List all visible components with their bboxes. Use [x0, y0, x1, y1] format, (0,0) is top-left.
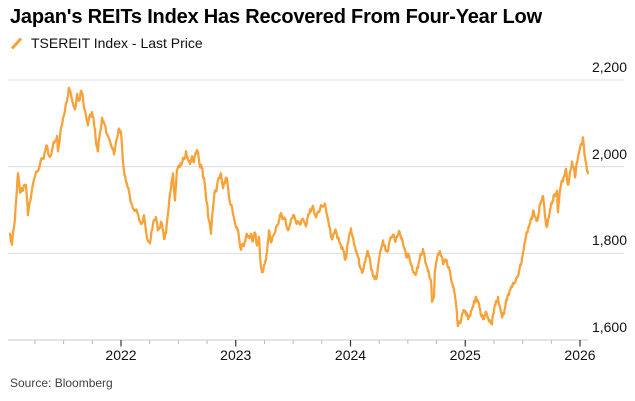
x-axis-label: 2026 — [564, 347, 596, 363]
slash-icon — [10, 36, 23, 50]
gridlines — [8, 79, 624, 341]
axis-ticks — [34, 340, 581, 347]
y-axis-label: 1,600 — [591, 319, 627, 335]
y-axis-label: 1,800 — [591, 232, 627, 249]
x-axis-label: 2022 — [105, 347, 137, 363]
x-axis-label: 2025 — [449, 347, 481, 363]
legend-series-label: TSEREIT Index - Last Price — [31, 35, 203, 51]
y-axis-label: 2,000 — [591, 145, 627, 162]
tsereit-series-line — [8, 86, 590, 328]
source-note: Source: Bloomberg — [10, 376, 113, 390]
legend: TSEREIT Index - Last Price — [10, 35, 203, 51]
chart-title: Japan's REITs Index Has Recovered From F… — [10, 6, 542, 28]
x-axis-label: 2024 — [334, 347, 367, 363]
y-axis-label: 2,200 — [591, 59, 627, 75]
x-axis-label: 2023 — [220, 347, 252, 363]
